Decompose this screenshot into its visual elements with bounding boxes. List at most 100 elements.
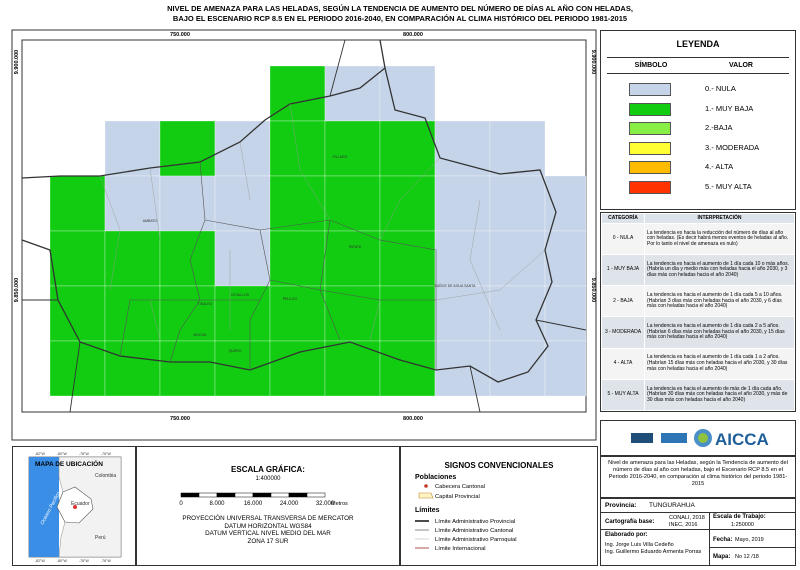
grid-cell	[324, 65, 381, 122]
y-coord-label: 9.900.000	[590, 50, 596, 74]
info-rule	[709, 513, 710, 529]
legend-rule	[607, 57, 789, 58]
legend-swatch	[629, 122, 671, 135]
grid-cell	[544, 340, 587, 397]
y-coord-label: 9.850.000	[590, 278, 596, 302]
scale-tick-label: 32.000	[316, 501, 335, 507]
signs-group: Poblaciones	[415, 474, 456, 481]
location-panel: MAPA DE UBICACIÓN -82°W -80°W -78°W -76°…	[12, 446, 136, 566]
grid-cell	[269, 120, 326, 177]
grid-cell	[214, 285, 271, 342]
country-label: Colombia	[95, 473, 116, 479]
scale-ratio: 1:400000	[255, 476, 281, 482]
grid-cell	[269, 285, 326, 342]
scale-tick-label: 16.000	[244, 501, 263, 507]
logos: AICCA	[631, 429, 769, 449]
province-line	[21, 39, 557, 383]
interpretation-cell: La tendencia es hacia el aumento de 1 dí…	[644, 285, 795, 318]
place-label: CEVALLOS	[231, 293, 250, 297]
legend-swatch	[629, 161, 671, 174]
location-map: MAPA DE UBICACIÓN -82°W -80°W -78°W -76°…	[28, 452, 122, 563]
interpretation-cell: La tendencia es hacia el aumento de 1 dí…	[644, 316, 795, 349]
scale-segment	[198, 492, 218, 498]
scale-tick-label: 8.000	[209, 501, 225, 507]
lon-label: -76°W	[101, 559, 111, 563]
title-line: NIVEL DE AMENAZA PARA LAS HELADAS, SEGÚN…	[167, 4, 633, 13]
place-label: AMBATO	[143, 219, 158, 223]
legend-header: SÍMBOLO	[634, 62, 668, 69]
authors: Ing. Jorge Luis Villa Cedeño Ing. Guille…	[605, 542, 701, 555]
legend-panel: LEYENDA SÍMBOLO VALOR 0.- NULA 1.- MUY BA…	[600, 30, 796, 210]
x-coord-label: 750.000	[170, 32, 190, 38]
grid-cell	[214, 175, 271, 232]
grid-cell	[489, 175, 546, 232]
grid-cell	[489, 120, 546, 177]
inamhi-logo	[661, 433, 687, 443]
base-cartography: CONALI, 2018 INEC, 2016	[669, 515, 705, 528]
grid-cell	[214, 230, 271, 287]
grid-cell	[49, 340, 106, 397]
table-row: 0 - NULA La tendencia es hacia la reducci…	[601, 222, 795, 256]
grid-cell	[49, 230, 106, 287]
table-row: 4 - ALTA La tendencia es hacia el aumento…	[601, 347, 795, 380]
grid-cells	[49, 65, 587, 397]
legend-label: 1.- MUY BAJA	[705, 103, 754, 113]
interpretation-cell: La tendencia es hacia el aumento de 1 dí…	[644, 347, 795, 380]
info-rule	[601, 529, 795, 530]
grid-cell	[489, 340, 546, 397]
info-label: Provincia:	[605, 502, 637, 509]
grid-cell	[214, 120, 271, 177]
grid-cell	[324, 120, 381, 177]
aicca-logo: AICCA	[715, 430, 769, 449]
legend-rule	[607, 73, 789, 74]
tungurahua	[73, 505, 77, 509]
lon-label: -80°W	[57, 452, 67, 456]
info-panel: Provincia: TUNGURAHUA Cartografía base: …	[600, 498, 796, 566]
signs: Poblaciones Cabecera Cantonal Capital Pr…	[415, 474, 517, 552]
ocean	[29, 457, 59, 557]
signs-title: SIGNOS CONVENCIONALES	[444, 461, 554, 470]
grid-cell	[159, 340, 216, 397]
sign-label: Límite Administrativo Cantonal	[435, 528, 513, 534]
aicca-icon	[698, 433, 708, 443]
grid-cell	[489, 285, 546, 342]
grid-cell	[324, 230, 381, 287]
scale-tick-label: 24.000	[280, 501, 299, 507]
legend-label: 3.- MODERADA	[705, 142, 760, 152]
category-cell: 2 - BAJA	[601, 285, 645, 318]
author: Ing. Jorge Luis Villa Cedeño	[605, 542, 674, 548]
grid-cell	[434, 120, 491, 177]
place-label: PATATE	[349, 245, 362, 249]
country-label: Ecuador	[71, 501, 90, 507]
grid-cell	[159, 285, 216, 342]
info-label: Cartografía base:	[605, 519, 655, 525]
grid-cell	[269, 340, 326, 397]
grid-cell	[159, 230, 216, 287]
grid-cell	[159, 120, 216, 177]
scale-tick-label: 0	[179, 501, 183, 507]
legend-label: 4.- ALTA	[705, 162, 734, 171]
base-source: INEC, 2016	[669, 521, 698, 528]
legend-swatch	[629, 180, 671, 194]
interpretation-cell: La tendencia es hacia el aumento de 1 dí…	[644, 254, 795, 287]
legend-header: VALOR	[729, 62, 753, 69]
grid-cell	[104, 340, 161, 397]
category-cell: 1 - MUY BAJA	[601, 254, 645, 287]
place-label: BAÑOS DE AGUA SANTA	[435, 283, 477, 288]
scale-segment	[180, 492, 200, 498]
scale-segment	[216, 492, 236, 498]
country-label: Perú	[95, 535, 106, 541]
scale-title: ESCALA GRÁFICA:	[231, 465, 305, 474]
grid-cell	[49, 175, 106, 232]
projection-line: DATUM VERTICAL NIVEL MEDIO DEL MAR	[205, 530, 331, 537]
projection-line: ZONA 17 SUR	[247, 537, 289, 545]
title: NIVEL DE AMENAZA PARA LAS HELADAS, SEGÚN…	[0, 4, 800, 24]
grid-cell	[379, 120, 436, 177]
author: Ing. Guillermo Eduardo Armenta Porras	[605, 548, 702, 555]
table-header: CATEGORÍA	[601, 213, 645, 224]
inset-title: MAPA DE UBICACIÓN	[35, 459, 103, 468]
sign-label: Cabecera Cantonal	[435, 484, 485, 490]
table-row: 1 - MUY BAJA La tendencia es hacia el aum…	[601, 254, 795, 287]
